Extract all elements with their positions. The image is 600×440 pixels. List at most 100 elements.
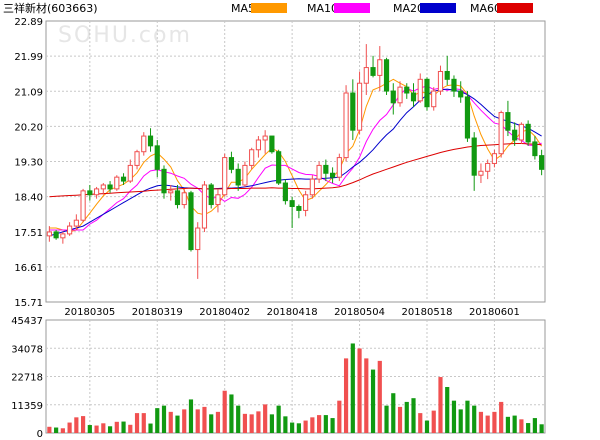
volume-bar bbox=[317, 415, 322, 433]
chart-header: 三祥新材(603663) MA5 MA10 MA20 MA60 bbox=[3, 1, 533, 15]
volume-tick-label: 45437 bbox=[11, 316, 43, 327]
legend-label: MA20 bbox=[393, 2, 424, 15]
volume-bar bbox=[384, 405, 389, 433]
volume-bar bbox=[155, 408, 160, 433]
volume-bar bbox=[101, 423, 106, 433]
price-tick-label: 15.71 bbox=[14, 298, 43, 309]
candlestick bbox=[141, 132, 147, 156]
volume-tick-label: 22718 bbox=[11, 373, 43, 384]
date-tick-label: 20180518 bbox=[402, 307, 453, 318]
volume-bar bbox=[229, 394, 234, 433]
candlestick bbox=[276, 149, 282, 185]
volume-bar bbox=[141, 413, 146, 433]
candlestick bbox=[458, 81, 464, 103]
candlestick bbox=[464, 91, 471, 142]
legend-swatch bbox=[334, 3, 370, 13]
volume-bar bbox=[431, 410, 436, 433]
volume-bar bbox=[290, 422, 295, 433]
volume-bar bbox=[445, 386, 450, 433]
date-tick-label: 20180402 bbox=[199, 307, 250, 318]
volume-bar bbox=[526, 423, 531, 433]
volume-bar bbox=[519, 419, 524, 433]
date-tick-label: 20180319 bbox=[132, 307, 183, 318]
legend-swatch bbox=[251, 3, 287, 13]
candlestick bbox=[161, 165, 167, 199]
price-tick-label: 21.99 bbox=[14, 52, 43, 63]
candlestick bbox=[316, 161, 322, 184]
candlestick bbox=[539, 149, 545, 176]
legend-label: MA60 bbox=[470, 2, 501, 15]
volume-bar bbox=[364, 358, 369, 433]
candlestick bbox=[350, 79, 356, 140]
volume-bar bbox=[148, 423, 153, 433]
volume-bar bbox=[269, 414, 274, 433]
volume-bar bbox=[330, 418, 335, 433]
candlestick bbox=[228, 151, 235, 174]
candlestick bbox=[417, 73, 423, 103]
candlestick bbox=[478, 163, 484, 184]
candlestick bbox=[309, 175, 315, 199]
volume-tick-label: 11359 bbox=[11, 401, 43, 412]
candlestick bbox=[188, 190, 194, 252]
candlestick bbox=[329, 167, 336, 184]
candlestick bbox=[93, 186, 100, 199]
candlestick bbox=[296, 204, 302, 219]
candlestick bbox=[134, 149, 140, 170]
volume-bar bbox=[310, 417, 315, 433]
volume-bar bbox=[107, 426, 113, 433]
volume-bar bbox=[161, 405, 167, 433]
volume-bar bbox=[296, 423, 301, 433]
date-tick-label: 20180601 bbox=[469, 307, 520, 318]
volume-bar bbox=[404, 401, 409, 433]
candlestick bbox=[120, 173, 127, 185]
volume-bar bbox=[47, 426, 52, 433]
legend-label: MA5 bbox=[231, 2, 255, 15]
volume-bar bbox=[485, 415, 490, 433]
date-tick-label: 20180305 bbox=[64, 307, 115, 318]
volume-bar bbox=[114, 421, 119, 433]
candlestick bbox=[485, 159, 491, 180]
candlestick bbox=[215, 188, 221, 213]
volume-bar bbox=[370, 369, 376, 433]
candlestick bbox=[383, 57, 390, 95]
legend-swatch bbox=[420, 3, 456, 13]
volume-bar bbox=[391, 393, 396, 433]
candlesticks bbox=[46, 44, 545, 279]
date-tick-label: 20180504 bbox=[334, 307, 385, 318]
candlestick bbox=[208, 183, 214, 209]
legend-label: MA10 bbox=[307, 2, 338, 15]
volume-bar bbox=[60, 428, 65, 433]
ma10-line bbox=[49, 85, 542, 231]
candlestick bbox=[363, 44, 369, 95]
candlestick bbox=[491, 149, 498, 168]
candlestick bbox=[107, 181, 113, 193]
volume-tick-label: 0 bbox=[37, 429, 43, 440]
volume-bar bbox=[478, 411, 484, 433]
candlestick bbox=[242, 161, 248, 187]
candlestick bbox=[168, 184, 174, 201]
volume-bar bbox=[222, 390, 227, 433]
volume-bar bbox=[121, 421, 126, 433]
volume-bar bbox=[539, 424, 544, 433]
volume-bar bbox=[276, 405, 281, 433]
volume-bar bbox=[209, 414, 214, 433]
candlestick bbox=[518, 122, 524, 144]
volume-bar bbox=[67, 422, 72, 433]
legend-swatch bbox=[497, 3, 533, 13]
volume-bar bbox=[249, 414, 254, 433]
volume-bar bbox=[202, 406, 207, 433]
candlestick bbox=[114, 175, 120, 191]
volume-bar bbox=[512, 415, 517, 433]
date-tick-label: 20180418 bbox=[267, 307, 318, 318]
volume-bar bbox=[134, 413, 140, 433]
candlestick bbox=[377, 46, 383, 92]
axis-labels: 22.89 21.99 21.09 20.20 19.30 18.40 17.51 16.61… bbox=[11, 17, 520, 440]
volume-bar bbox=[357, 348, 362, 433]
candlestick bbox=[336, 153, 342, 182]
candlestick bbox=[451, 75, 457, 97]
volume-tick-label: 34078 bbox=[11, 344, 43, 355]
volume-bar bbox=[350, 343, 355, 433]
volume-bar bbox=[236, 405, 241, 433]
price-tick-label: 17.51 bbox=[14, 228, 43, 239]
